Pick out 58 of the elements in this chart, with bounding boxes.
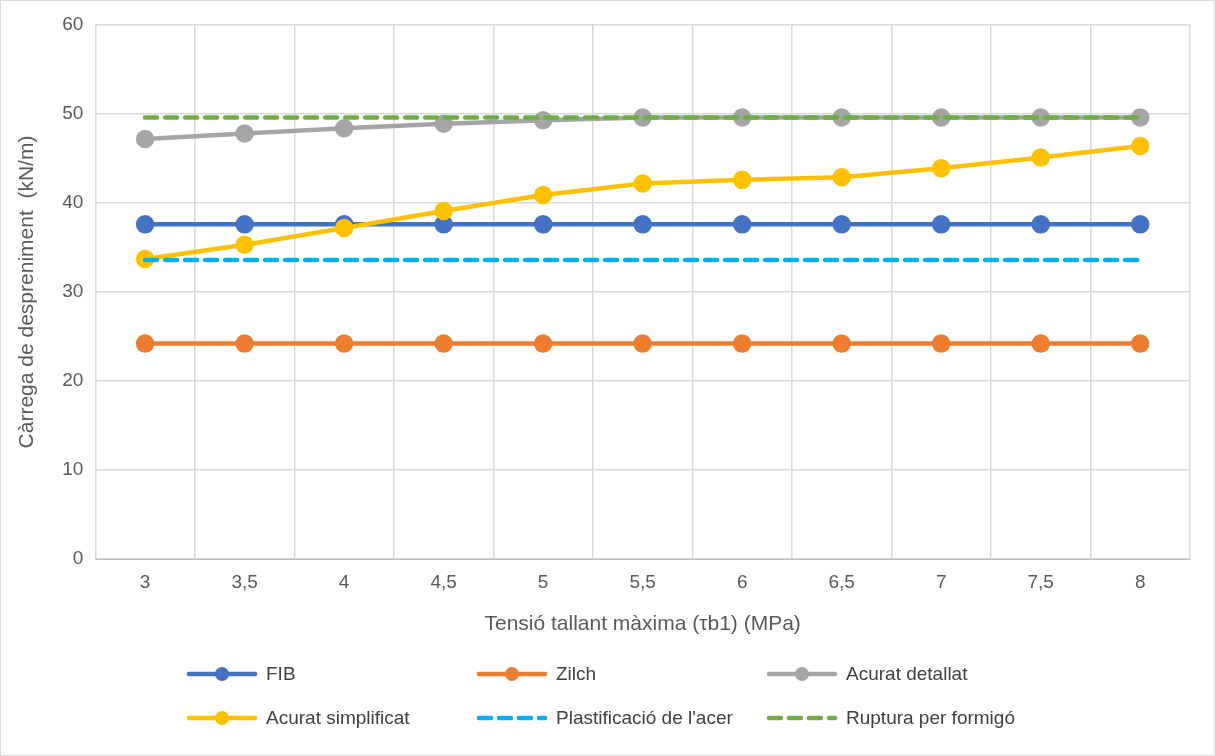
- legend-label: Zilch: [556, 663, 597, 685]
- point: [1130, 334, 1150, 353]
- point: [931, 159, 951, 178]
- x-tick-label: 8: [1134, 570, 1146, 592]
- point: [533, 185, 553, 205]
- y-tick-label: 10: [62, 458, 84, 480]
- legend-label: FIB: [266, 663, 296, 685]
- point: [732, 334, 752, 353]
- point: [1130, 215, 1150, 234]
- y-tick-label: 50: [62, 102, 84, 124]
- point: [533, 334, 553, 353]
- x-tick-label: 4: [338, 570, 350, 592]
- x-tick-label: 6: [736, 570, 748, 592]
- point: [135, 334, 155, 353]
- x-axis-title: Tensió tallant màxima (τb1) (MPa): [484, 611, 801, 635]
- x-tick-label: 5: [537, 570, 549, 592]
- point: [633, 334, 652, 353]
- point: [235, 215, 254, 234]
- y-tick-label: 20: [62, 369, 84, 391]
- x-tick-label: 3: [139, 570, 151, 592]
- point: [1130, 136, 1150, 156]
- point: [235, 124, 254, 143]
- point: [832, 215, 851, 234]
- y-tick-label: 30: [62, 280, 84, 302]
- point: [1031, 334, 1050, 353]
- y-tick-label: 40: [62, 191, 84, 213]
- legend-label: Ruptura per formigó: [846, 707, 1015, 729]
- point: [533, 215, 553, 234]
- point: [633, 215, 652, 234]
- legend-label: Plastificació de l'acer: [556, 707, 733, 729]
- point: [235, 334, 254, 353]
- point: [135, 215, 155, 234]
- y-tick-label: 0: [72, 547, 84, 569]
- point: [732, 215, 752, 234]
- x-tick-label: 7,5: [1027, 570, 1054, 592]
- point: [334, 334, 354, 353]
- x-tick-label: 3,5: [231, 570, 258, 592]
- x-tick-label: 6,5: [828, 570, 855, 592]
- y-axis-title: Càrrega de despreniment (kN/m): [14, 135, 38, 449]
- x-tick-label: 5,5: [629, 570, 656, 592]
- legend-label: Acurat simplificat: [266, 707, 410, 729]
- x-tick-label: 7: [935, 570, 947, 592]
- point: [1031, 215, 1050, 234]
- point: [135, 129, 155, 149]
- point: [832, 334, 851, 353]
- point: [832, 167, 851, 187]
- point: [931, 215, 951, 234]
- point: [235, 235, 254, 255]
- point: [434, 201, 453, 221]
- point: [732, 170, 752, 190]
- y-tick-label: 60: [62, 13, 84, 35]
- point: [434, 334, 453, 353]
- point: [633, 174, 652, 193]
- x-tick-label: 4,5: [430, 570, 457, 592]
- point: [931, 334, 951, 353]
- legend-label: Acurat detallat: [846, 663, 968, 685]
- point: [334, 118, 354, 138]
- point: [1031, 148, 1050, 167]
